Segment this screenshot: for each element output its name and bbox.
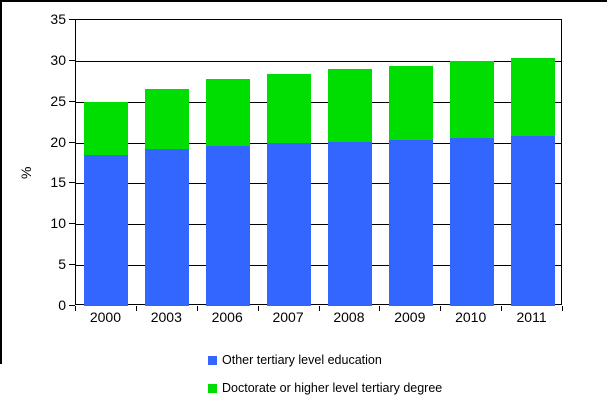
legend-label: Doctorate or higher level tertiary degre… (222, 381, 443, 395)
figure-left-border (0, 0, 2, 364)
x-axis-label-2008: 2008 (333, 309, 365, 325)
y-axis-tick-15 (69, 182, 75, 184)
bar-2008-segment-other-tertiary (327, 141, 372, 306)
x-axis-tick-2 (196, 306, 198, 311)
x-axis-label-2009: 2009 (394, 309, 426, 325)
bar-2011-segment-doctorate (510, 57, 555, 137)
x-axis-tick-7 (501, 306, 503, 311)
gridline-10 (76, 224, 561, 226)
legend: Other tertiary level education Doctorate … (208, 353, 443, 395)
bar-2003-segment-other-tertiary (145, 149, 190, 306)
y-axis-tick-20 (69, 141, 75, 143)
gridline-5 (76, 265, 561, 267)
y-axis-tick-5 (69, 264, 75, 266)
x-axis-label-2011: 2011 (516, 309, 547, 325)
legend-swatch-icon (208, 355, 217, 365)
bar-2009-segment-doctorate (388, 65, 433, 141)
y-axis-tick-25 (69, 100, 75, 102)
bar-2003-segment-doctorate (145, 89, 190, 150)
x-axis-label-2000: 2000 (89, 309, 122, 325)
legend-label: Other tertiary level education (222, 353, 382, 367)
bar-2008-segment-doctorate (327, 69, 372, 142)
bar-2007-segment-doctorate (267, 73, 312, 144)
bar-2000-segment-doctorate (84, 101, 129, 155)
bar-2009-segment-other-tertiary (388, 140, 433, 306)
gridline-20 (76, 142, 561, 144)
x-axis-tick-3 (257, 306, 259, 311)
x-axis-tick-5 (379, 306, 381, 311)
y-axis-tick-30 (69, 59, 75, 61)
y-axis-tick-label-15: 15 (50, 174, 66, 191)
y-axis-tick-0 (69, 305, 75, 306)
y-axis-tick-label-0: 0 (58, 297, 66, 313)
x-axis-label-2006: 2006 (211, 309, 243, 325)
gridline-25 (76, 101, 561, 103)
y-axis-tick-35 (69, 19, 75, 20)
figure-top-border (0, 0, 607, 2)
y-axis-tick-label-25: 25 (50, 92, 66, 109)
y-axis-label: % (18, 166, 34, 179)
bar-2006-segment-other-tertiary (206, 145, 251, 306)
legend-swatch-icon (208, 383, 217, 393)
y-axis-tick-label-5: 5 (58, 256, 66, 273)
x-axis-label-2003: 2003 (150, 309, 182, 325)
plot-area (75, 19, 562, 306)
x-axis-tick-1 (135, 306, 137, 311)
x-axis-label-2007: 2007 (272, 309, 304, 325)
legend-item-doctorate: Doctorate or higher level tertiary degre… (208, 381, 443, 395)
bar-2010-segment-other-tertiary (449, 138, 494, 306)
y-axis-tick-label-35: 35 (50, 11, 66, 27)
y-axis-tick-label-30: 30 (50, 51, 66, 68)
x-axis-tick-0 (75, 306, 76, 311)
bar-2010-segment-doctorate (449, 60, 494, 139)
legend-item-other-tertiary: Other tertiary level education (208, 353, 442, 367)
gridline-15 (76, 183, 561, 185)
y-axis-tick-10 (69, 223, 75, 225)
x-axis-tick-6 (440, 306, 442, 311)
x-axis-tick-4 (318, 306, 320, 311)
bar-2011-segment-other-tertiary (510, 136, 555, 306)
gridline-30 (76, 60, 561, 62)
x-axis-tick-8 (562, 306, 563, 311)
y-axis-tick-label-20: 20 (50, 133, 66, 150)
bar-2007-segment-other-tertiary (267, 143, 312, 306)
x-axis-label-2010: 2010 (455, 309, 487, 325)
bar-2006-segment-doctorate (206, 78, 251, 146)
bar-2000-segment-other-tertiary (84, 154, 129, 306)
y-axis-tick-label-10: 10 (50, 215, 66, 232)
